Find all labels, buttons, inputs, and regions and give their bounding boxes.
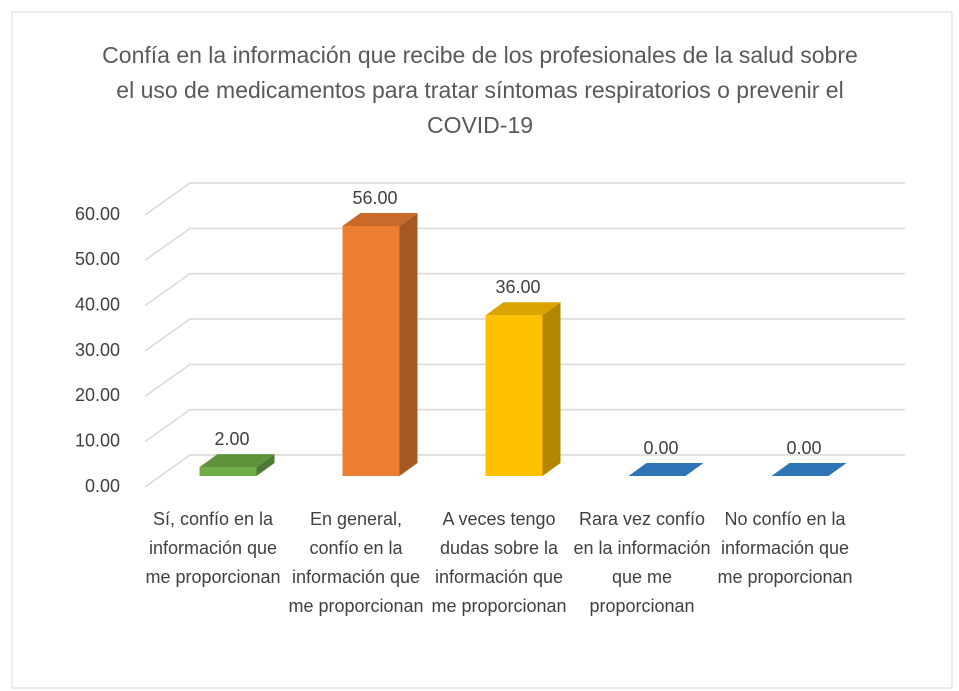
bar-side <box>399 213 418 476</box>
x-tick-label: A veces tengo dudas sobre la información… <box>431 509 567 616</box>
grid-line <box>144 227 905 261</box>
chart-title: Confía en la información que recibe de l… <box>102 42 858 138</box>
bar-front <box>199 467 257 476</box>
bar-top <box>199 454 275 468</box>
y-tick-label: 30.00 <box>75 340 120 360</box>
grid-line <box>144 363 905 397</box>
grid-line <box>144 454 905 488</box>
y-tick-label: 60.00 <box>75 204 120 224</box>
bar-side <box>256 454 275 476</box>
bar-side <box>542 302 561 476</box>
y-tick-label: 20.00 <box>75 385 120 405</box>
y-tick-label: 0.00 <box>85 476 120 496</box>
grid-line <box>144 182 905 216</box>
bar-top <box>628 463 704 476</box>
bar-top <box>771 463 847 476</box>
grid-line <box>144 318 905 352</box>
y-tick-label: 50.00 <box>75 249 120 269</box>
data-label: 56.00 <box>352 188 397 208</box>
y-tick-label: 40.00 <box>75 294 120 314</box>
x-tick-label: En general, confío en la información que… <box>288 509 424 616</box>
data-label: 0.00 <box>786 438 821 458</box>
data-label: 36.00 <box>495 277 540 297</box>
chart-border <box>11 11 953 689</box>
x-tick-label: No confío en la información que me propo… <box>717 509 853 587</box>
bar-top <box>342 213 418 226</box>
data-label: 2.00 <box>214 429 249 449</box>
x-tick-label: Sí, confío en la información que me prop… <box>145 509 281 587</box>
grid-line <box>144 408 905 443</box>
x-tick-label: Rara vez confío en la información que me… <box>573 509 711 616</box>
grid-line <box>144 272 905 307</box>
bar-front <box>485 315 543 476</box>
bar-front <box>342 226 400 476</box>
y-tick-label: 10.00 <box>75 430 120 450</box>
data-label: 0.00 <box>643 438 678 458</box>
bar-top <box>485 302 561 316</box>
